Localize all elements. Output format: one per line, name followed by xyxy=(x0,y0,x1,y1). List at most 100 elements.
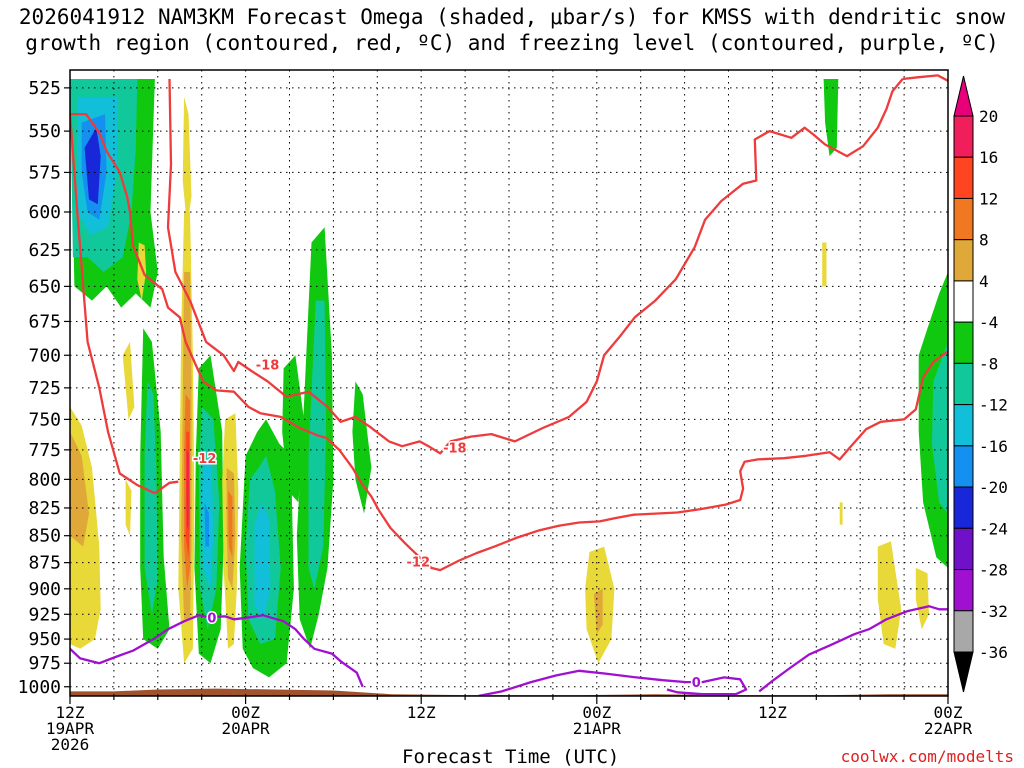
y-tick-label: 850 xyxy=(28,526,61,547)
source-credit: coolwx.com/modelts xyxy=(840,747,1014,766)
omega-region-7 xyxy=(70,431,89,547)
y-tick-label: 550 xyxy=(28,121,61,142)
red-contour-label: -18 xyxy=(256,358,280,373)
colorbar-label: -12 xyxy=(979,396,1008,415)
y-tick-label: 975 xyxy=(28,653,61,674)
colorbar-swatch-5 xyxy=(953,321,974,364)
x-tick-label: 19APR xyxy=(46,719,95,738)
colorbar-swatch-12 xyxy=(953,610,974,653)
omega-shading-layer xyxy=(70,79,948,678)
y-tick-label: 650 xyxy=(28,276,61,297)
colorbar-label: -8 xyxy=(979,354,998,373)
purple-contour-1 xyxy=(478,669,748,696)
omega-region-28 xyxy=(282,355,306,503)
colorbar-label: 8 xyxy=(979,231,989,250)
y-tick-label: 700 xyxy=(28,345,61,366)
omega-region-27 xyxy=(254,502,271,620)
purple-contour-label: 0 xyxy=(692,676,701,691)
y-tick-label: 750 xyxy=(28,409,61,430)
chart-title-line-2: growth region (contoured, red, ºC) and f… xyxy=(25,31,999,55)
y-tick-label: 575 xyxy=(28,162,61,183)
y-tick-label: 825 xyxy=(28,498,61,519)
red-contour-3 xyxy=(70,114,179,495)
colorbar-label: -24 xyxy=(979,519,1008,538)
chart-title-line-1: 2026041912 NAM3KM Forecast Omega (shaded… xyxy=(18,5,1006,29)
omega-region-33 xyxy=(593,588,603,635)
omega-region-36 xyxy=(839,502,843,525)
x-tick-label: 21APR xyxy=(573,719,622,738)
chart-title: 2026041912 NAM3KM Forecast Omega (shaded… xyxy=(0,4,1024,56)
colorbar-swatch-10 xyxy=(953,527,974,571)
omega-region-4 xyxy=(84,127,101,205)
colorbar: 20 16 12 8 4 -4 -8 -12 -16 -20 -24 -28 -32 -36 xyxy=(953,75,1008,693)
colorbar-label: -32 xyxy=(979,602,1008,621)
colorbar-swatch-6 xyxy=(953,362,974,406)
colorbar-label: 16 xyxy=(979,148,998,167)
omega-region-13 xyxy=(182,96,192,228)
x-tick-label: 22APR xyxy=(924,719,973,738)
colorbar-label: -16 xyxy=(979,437,1008,456)
x-tick-label: 12Z xyxy=(56,703,85,722)
y-tick-label: 1000 xyxy=(18,677,61,698)
colorbar-swatch-2 xyxy=(953,197,974,241)
omega-region-30 xyxy=(308,300,327,589)
omega-region-40 xyxy=(931,341,948,514)
y-tick-label: 675 xyxy=(28,311,61,332)
x-tick-label: 12Z xyxy=(758,703,787,722)
purple-contour-label: 0 xyxy=(207,611,216,626)
omega-region-37 xyxy=(877,541,902,649)
x-tick-label: 20APR xyxy=(222,719,271,738)
red-contour-1 xyxy=(902,74,948,82)
colorbar-label: 12 xyxy=(979,189,998,208)
colorbar-label: -36 xyxy=(979,643,1008,662)
omega-region-34 xyxy=(823,79,839,157)
omega-region-35 xyxy=(822,242,827,287)
red-contour-label: -18 xyxy=(443,441,467,456)
colorbar-label: 4 xyxy=(979,272,989,291)
x-tick-label: 00Z xyxy=(231,703,260,722)
red-contour-label: -12 xyxy=(407,556,431,571)
y-tick-label: 875 xyxy=(28,553,61,574)
colorbar-top-arrow xyxy=(953,75,974,117)
axes-layer: 525 550 575 600 625 650 675 700 725 750 775 800 825 8… xyxy=(18,69,973,754)
y-tick-label: 725 xyxy=(28,378,61,399)
omega-region-24 xyxy=(228,490,233,558)
y-tick-label: 950 xyxy=(28,629,61,650)
colorbar-swatch-7 xyxy=(953,404,974,447)
y-tick-label: 525 xyxy=(28,78,61,99)
colorbar-bottom-arrow xyxy=(953,651,974,693)
red-contour-0 xyxy=(166,78,904,455)
omega-region-9 xyxy=(125,479,132,536)
colorbar-swatch-3 xyxy=(953,239,974,282)
colorbar-label: -4 xyxy=(979,313,998,332)
contour-layer: -18 -18 -12 -12 0 0 xyxy=(70,74,948,696)
x-tick-label: 00Z xyxy=(582,703,611,722)
colorbar-label: -20 xyxy=(979,478,1008,497)
colorbar-swatch-1 xyxy=(953,156,974,199)
omega-region-8 xyxy=(122,341,135,420)
purple-contour-0 xyxy=(70,614,364,688)
y-tick-label: 600 xyxy=(28,202,61,223)
y-tick-label: 900 xyxy=(28,579,61,600)
colorbar-label: 20 xyxy=(979,107,998,126)
omega-region-5 xyxy=(137,242,147,301)
x-axis-label: Forecast Time (UTC) xyxy=(402,746,620,768)
red-contour-label: -12 xyxy=(193,452,217,467)
omega-region-38 xyxy=(915,567,929,630)
colorbar-swatch-4 xyxy=(953,280,974,323)
y-tick-label: 775 xyxy=(28,440,61,461)
y-tick-label: 800 xyxy=(28,469,61,490)
colorbar-swatch-0 xyxy=(953,115,974,158)
omega-region-17 xyxy=(186,449,189,531)
colorbar-swatch-8 xyxy=(953,445,974,488)
x-tick-label: 12Z xyxy=(407,703,436,722)
y-tick-label: 625 xyxy=(28,240,61,261)
y-tick-label: 925 xyxy=(28,604,61,625)
colorbar-swatch-11 xyxy=(953,569,974,612)
colorbar-label: -28 xyxy=(979,561,1008,580)
omega-region-21 xyxy=(204,502,209,547)
red-contour-2 xyxy=(70,112,948,572)
x-tick-label: 00Z xyxy=(934,703,963,722)
colorbar-swatch-9 xyxy=(953,486,974,529)
